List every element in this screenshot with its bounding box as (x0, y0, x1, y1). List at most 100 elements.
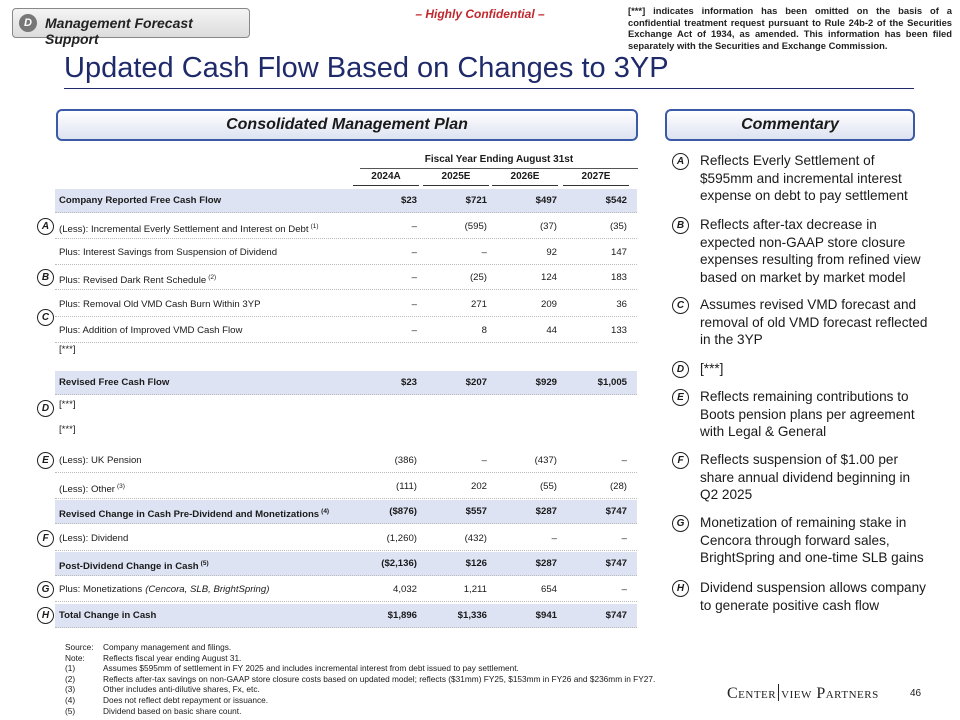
row-label-text: Revised Change in Cash Pre-Dividend and … (59, 509, 320, 521)
row-label: [***] (59, 418, 76, 442)
row-label: (Less): UK Pension (59, 449, 142, 473)
cell-value: $929 (535, 377, 557, 388)
cell-value: $23 (400, 377, 417, 388)
row-label-text: Plus: Removal Old VMD Cash Burn Within 3… (59, 299, 261, 310)
row-label: Total Change in Cash (59, 604, 156, 628)
row-label-text: Revised Free Cash Flow (59, 377, 170, 388)
footnote-label: (3) (65, 684, 76, 695)
cell-value: 4,032 (392, 584, 417, 595)
cell-value: – (411, 247, 417, 258)
cell-value: ($2,136) (381, 558, 417, 569)
row-label: Plus: Monetizations (Cencora, SLB, Bright… (59, 578, 269, 602)
cell-value: 36 (616, 299, 627, 310)
cell-value: (432) (464, 533, 487, 544)
cell-value: $941 (535, 610, 557, 621)
row-label: Plus: Interest Savings from Suspension o… (59, 241, 277, 265)
column-header: 2026E (492, 171, 558, 186)
row-label: (Less): Other (3) (59, 475, 125, 502)
row-label-text: Total Change in Cash (59, 610, 157, 621)
row-label: Plus: Removal Old VMD Cash Burn Within 3… (59, 293, 261, 317)
table-row: [***] (55, 338, 637, 362)
commentary-letter: A (672, 153, 689, 170)
table-row: (Less): Other (3) (111) 202 (55) (28) (55, 475, 637, 499)
footnote: Note: Reflects fiscal year ending August … (65, 652, 241, 664)
row-label-text: Plus: Addition of Improved VMD Cash Flow (59, 325, 243, 336)
row-label: Plus: Addition of Improved VMD Cash Flow (59, 319, 242, 343)
table-row: Plus: Monetizations (Cencora, SLB, Bright… (55, 578, 637, 602)
cell-value: – (411, 325, 417, 336)
row-label: (Less): Dividend (59, 527, 128, 551)
commentary-text: Reflects remaining contributions to Boot… (700, 389, 915, 439)
cell-value: – (411, 272, 417, 283)
table-row: (Less): UK Pension (386) – (437) – (55, 449, 637, 473)
cell-value: $287 (535, 506, 557, 517)
cell-value: – (551, 533, 557, 544)
footnote: (3) Other includes anti-dilutive shares, … (65, 684, 260, 695)
commentary-text: Reflects after-tax decrease in expected … (700, 217, 921, 285)
row-label-text: (Less): UK Pension (59, 455, 142, 466)
footnote-text: Reflects fiscal year ending August 31. (103, 652, 242, 663)
row-label: (Less): Incremental Everly Settlement an… (59, 215, 319, 242)
column-header: 2025E (423, 171, 489, 186)
cell-value: 271 (470, 299, 487, 310)
row-marker: B (37, 269, 54, 286)
row-marker: A (37, 218, 54, 235)
table-row: (Less): Dividend (1,260) (432) – – (55, 527, 637, 551)
cell-value: $287 (535, 558, 557, 569)
footnote-ref: (5) (200, 560, 209, 567)
cell-value: $747 (605, 610, 627, 621)
commentary-header: Commentary (665, 109, 915, 141)
row-marker: F (37, 530, 54, 547)
cell-value: – (481, 247, 487, 258)
row-marker: G (37, 581, 54, 598)
footnote-text: Company management and filings. (103, 642, 232, 652)
column-header: 2024A (353, 171, 419, 186)
row-label: Post-Dividend Change in Cash (5) (59, 552, 209, 579)
footnote-label: Source: (65, 642, 94, 652)
cell-value: (595) (464, 221, 487, 232)
row-label-text: (Less): Dividend (59, 533, 129, 544)
cell-value: – (481, 455, 487, 466)
cell-value: (37) (539, 221, 557, 232)
row-label-text: Plus: Interest Savings from Suspension o… (59, 247, 278, 258)
table-row: Plus: Addition of Improved VMD Cash Flow… (55, 319, 637, 343)
table-row: Company Reported Free Cash Flow $23 $721 $4… (55, 189, 637, 213)
cell-value: – (621, 584, 627, 595)
footnote-label: (2) (65, 673, 76, 684)
commentary-letter: C (672, 297, 689, 314)
cell-value: 92 (546, 247, 557, 258)
footnote-ref: (1) (310, 223, 319, 230)
row-label-text: [***] (59, 344, 76, 355)
footnote-text: Does not reflect debt repayment or issua… (103, 695, 269, 705)
logo-bar (778, 684, 780, 701)
footnote-text: Assumes $595mm of settlement in FY 2025 … (103, 663, 519, 674)
cell-value: 44 (546, 325, 557, 336)
row-label: Revised Free Cash Flow (59, 371, 169, 395)
cell-value: $747 (605, 558, 627, 569)
row-marker: E (37, 452, 54, 469)
table-row: Revised Free Cash Flow $23 $207 $929 $1,005 (55, 371, 637, 395)
footnote-label: Note: (65, 652, 85, 663)
cell-value: $207 (465, 377, 487, 388)
row-label: Revised Change in Cash Pre-Dividend and … (59, 500, 329, 527)
row-label-text: Company Reported Free Cash Flow (59, 195, 222, 206)
footnote: (2) Reflects after-tax savings on non-GAA… (65, 673, 655, 685)
cell-value: 654 (540, 584, 557, 595)
commentary-letter: B (672, 217, 689, 234)
cell-value: 124 (540, 272, 557, 283)
cell-value: (386) (394, 455, 417, 466)
commentary-text: Assumes revised VMD forecast and removal… (700, 297, 928, 347)
commentary-letter: F (672, 452, 689, 469)
cell-value: $721 (465, 195, 487, 206)
footnote-label: (1) (65, 663, 76, 674)
cell-value: $497 (535, 195, 557, 206)
footnote-text: Other includes anti-dilutive shares, Fx,… (103, 684, 260, 695)
table-row: Revised Change in Cash Pre-Dividend and … (55, 500, 637, 524)
cell-value: ($876) (389, 506, 417, 517)
section-letter: D (19, 14, 37, 32)
table-row: Post-Dividend Change in Cash (5) ($2,136) $… (55, 552, 637, 576)
cell-value: – (621, 533, 627, 544)
row-label: Plus: Revised Dark Rent Schedule (2) (59, 266, 216, 293)
table-row: Plus: Revised Dark Rent Schedule (2) – (25)… (55, 266, 637, 290)
